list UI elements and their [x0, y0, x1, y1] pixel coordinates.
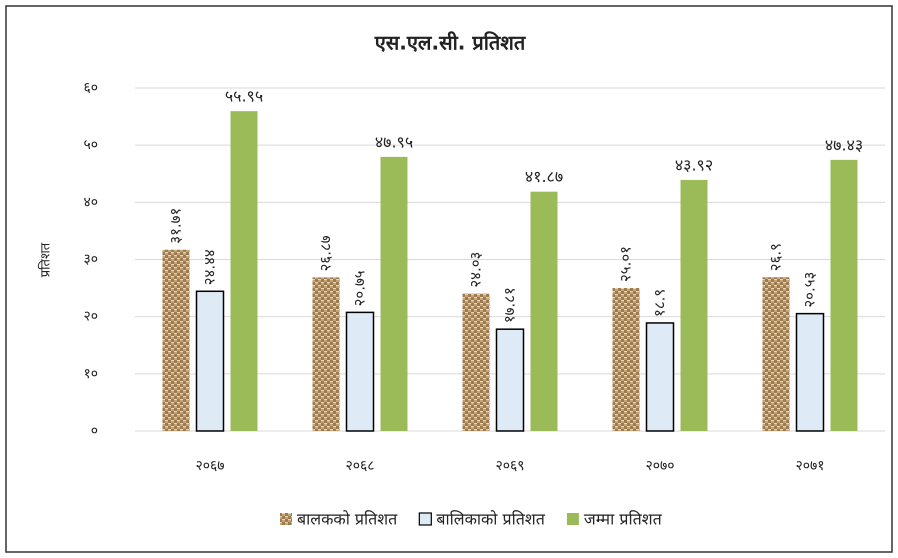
data-label: ४३.९२ [675, 155, 713, 174]
data-label: ४७.४३ [825, 135, 863, 154]
x-tick-label: २०७० [645, 458, 674, 474]
bar [645, 322, 675, 432]
legend-swatch [418, 512, 432, 526]
data-label: १७.८१ [501, 287, 519, 323]
y-axis-label: प्रतिशत [38, 242, 54, 277]
legend-label: जम्मा प्रतिशत [584, 510, 663, 529]
bar [830, 159, 858, 431]
data-label: २०.७५ [351, 270, 369, 306]
data-label: २०.५३ [801, 272, 819, 308]
data-label: २४.४४ [201, 249, 219, 285]
legend-swatch [566, 513, 579, 525]
y-tick-label: ५० [83, 137, 98, 153]
bar [762, 277, 790, 431]
bar [495, 328, 525, 432]
bar [345, 311, 375, 432]
data-label: ४७.९५ [375, 132, 413, 151]
data-label: १८.९ [651, 289, 669, 317]
chart-title: एस.एल.सी. प्रतिशत [374, 31, 527, 55]
data-label: ४१.८७ [525, 167, 563, 186]
data-label: ५५.९५ [225, 87, 263, 106]
frame [5, 5, 893, 553]
data-label: २६.९ [767, 243, 785, 271]
y-tick-label: २० [83, 309, 98, 325]
data-label: ३१.७१ [167, 208, 185, 244]
bar [612, 288, 640, 431]
data-label: २६.८७ [317, 235, 335, 271]
y-tick-label: ४० [83, 194, 98, 210]
y-tick-label: ३० [83, 252, 98, 268]
bar [230, 111, 258, 431]
bar [680, 179, 708, 431]
bar [462, 293, 490, 431]
bar [795, 312, 825, 432]
legend-swatch [280, 513, 292, 525]
legend-label: बालिकाको प्रतिशत [436, 510, 545, 529]
x-tick-label: २०६९ [495, 458, 524, 474]
x-tick-label: २०७१ [795, 458, 824, 474]
bar [380, 156, 408, 431]
x-tick-label: २०६८ [345, 458, 374, 474]
bar [312, 277, 340, 431]
bar [162, 249, 190, 431]
bar [195, 290, 225, 432]
y-tick-label: १० [83, 366, 98, 382]
data-label: २५.०१ [617, 246, 635, 282]
x-tick-label: २०६७ [195, 458, 224, 474]
data-label: २४.०३ [467, 252, 485, 288]
legend-label: बालकको प्रतिशत [297, 510, 398, 529]
y-tick-label: ० [91, 423, 98, 439]
y-tick-label: ६० [83, 80, 98, 96]
bar [530, 191, 558, 431]
